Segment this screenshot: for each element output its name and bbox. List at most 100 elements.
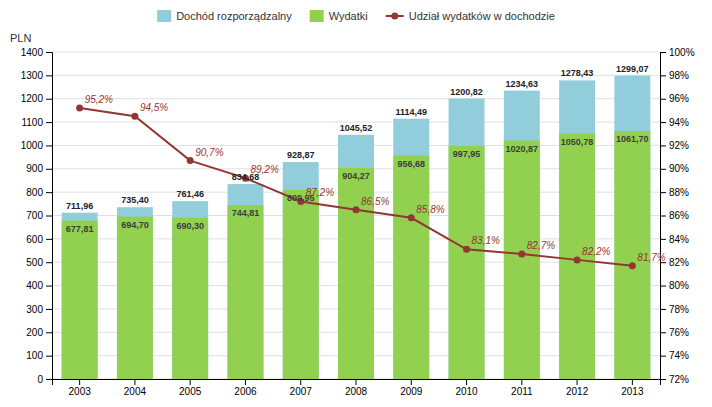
tick-mark (660, 192, 666, 193)
bar (504, 141, 540, 379)
plot-area: 0100200300400500600700800900100011001200… (21, 47, 695, 397)
tick: 72% (660, 374, 689, 385)
marker (518, 251, 525, 258)
tick: 400 (26, 280, 52, 291)
tick: 88% (660, 187, 689, 198)
tick: 2004 (124, 379, 147, 397)
data-label: 711,96 (66, 201, 93, 211)
tick: 90% (660, 163, 689, 174)
bar (449, 146, 485, 379)
bar (62, 213, 98, 379)
marks (62, 76, 651, 379)
legend: Dochód rozporządzalny Wydatki Udział wydat… (157, 10, 555, 22)
data-label: 81,7% (637, 252, 665, 263)
tick: 2011 (511, 379, 533, 397)
tick: 800 (26, 187, 52, 198)
legend-item: Wydatki (310, 10, 368, 22)
tick-mark (46, 332, 52, 333)
x-axis: 2003 2004 2005 2006 2007 2008 2009 2010 2011 2012… (53, 379, 661, 397)
tick-label: 2008 (345, 386, 368, 397)
bar (172, 218, 208, 379)
bar (117, 207, 153, 379)
tick-label: 2012 (566, 386, 589, 397)
tick: 900 (26, 163, 52, 174)
data-label: 1200,82 (450, 87, 483, 97)
data-label: 1299,07 (616, 64, 649, 74)
tick-mark (466, 379, 467, 385)
tick: 74% (660, 350, 689, 361)
data-label: 694,70 (121, 220, 149, 230)
data-label: 1061,70 (616, 134, 649, 144)
legend-item: Dochód rozporządzalny (157, 10, 292, 22)
tick-label: 2007 (290, 386, 313, 397)
data-label: 904,27 (342, 171, 370, 181)
y-axis: 0100200300400500600700800900100011001200… (21, 47, 53, 385)
tick-label: 1300 (21, 70, 44, 81)
tick-label: 2005 (179, 386, 202, 397)
tick-mark (660, 216, 666, 217)
tick-label: 1200 (21, 93, 44, 104)
legend-label: Udział wydatków w dochodzie (409, 10, 555, 22)
y-axis-label: PLN (10, 32, 31, 44)
tick-label: 100% (669, 47, 695, 58)
tick-mark (46, 169, 52, 170)
tick-mark (46, 99, 52, 100)
tick: 94% (660, 117, 689, 128)
marker (187, 157, 194, 164)
bar (614, 76, 650, 379)
tick-label: 74% (669, 350, 689, 361)
tick: 1400 (21, 47, 52, 58)
data-label: 761,46 (176, 189, 204, 199)
tick-label: 2009 (400, 386, 423, 397)
tick: 76% (660, 327, 689, 338)
data-label: 87,2% (306, 187, 334, 198)
tick-mark (660, 52, 666, 53)
tick-mark (46, 192, 52, 193)
bar (172, 201, 208, 379)
bar (227, 205, 263, 379)
tick: 78% (660, 304, 689, 315)
tick-mark (245, 379, 246, 385)
tick-label: 0 (37, 374, 43, 385)
chart: 0100200300400500600700800900100011001200… (0, 0, 712, 407)
tick-label: 1000 (21, 140, 44, 151)
bar (62, 221, 98, 379)
tick-mark (46, 52, 52, 53)
tick-label: 500 (26, 257, 43, 268)
tick-label: 76% (669, 327, 689, 338)
data-label: 1045,52 (340, 123, 373, 133)
data-label: 1278,43 (561, 68, 594, 78)
tick-label: 2006 (234, 386, 257, 397)
tick-label: 84% (669, 234, 689, 245)
data-label: 82,2% (582, 246, 610, 257)
tick-mark (660, 286, 666, 287)
tick-label: 2010 (455, 386, 478, 397)
legend-label: Wydatki (329, 10, 368, 22)
bar (283, 190, 319, 379)
tick-mark (356, 379, 357, 385)
line (80, 108, 633, 266)
tick: 2010 (455, 379, 478, 397)
tick-label: 72% (669, 374, 689, 385)
tick-mark (46, 122, 52, 123)
tick-mark (46, 262, 52, 263)
tick: 300 (26, 304, 52, 315)
tick: 2006 (234, 379, 257, 397)
tick: 0 (37, 374, 52, 385)
tick-label: 2003 (69, 386, 92, 397)
tick-mark (79, 379, 80, 385)
tick-mark (660, 332, 666, 333)
data-label: 956,68 (398, 159, 426, 169)
tick-mark (46, 216, 52, 217)
tick: 80% (660, 280, 689, 291)
axis-domain (46, 53, 53, 380)
tick-mark (660, 356, 666, 357)
tick-mark (46, 356, 52, 357)
tick-label: 2004 (124, 386, 147, 397)
tick-label: 700 (26, 210, 43, 221)
marker (629, 262, 636, 269)
bar (338, 135, 374, 379)
tick-label: 82% (669, 257, 689, 268)
tick-mark (190, 379, 191, 385)
tick-label: 300 (26, 304, 43, 315)
